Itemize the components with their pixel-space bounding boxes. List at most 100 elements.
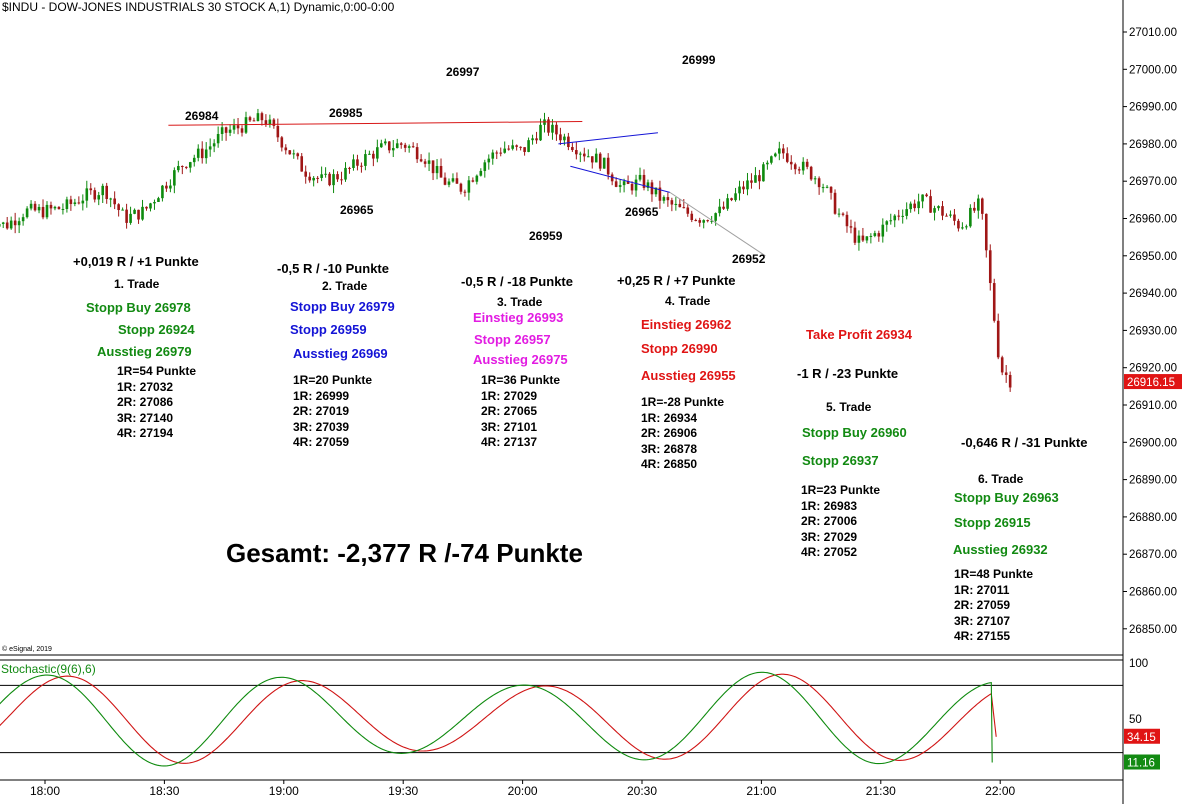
candle-body	[535, 138, 538, 141]
candle-body	[455, 178, 459, 184]
trade-6-stop-buy: Stopp Buy 26963	[954, 490, 1059, 505]
candle-body	[248, 117, 252, 121]
candle-body	[69, 199, 73, 205]
candle-body	[527, 140, 530, 152]
candle-body	[459, 183, 463, 192]
candle-body	[917, 201, 920, 209]
low-label-26959: 26959	[529, 229, 563, 243]
candle-body	[575, 150, 578, 155]
candle-body	[208, 146, 212, 150]
candle-body	[395, 143, 399, 149]
time-tick-label: 22:00	[985, 784, 1015, 798]
candle-body	[559, 134, 562, 141]
candle-body	[853, 227, 857, 243]
trade-6-result: -0,646 R / -31 Punkte	[961, 435, 1088, 450]
time-tick-label: 18:30	[149, 784, 179, 798]
triangle-upper-line	[558, 132, 658, 145]
candle-body	[551, 124, 554, 133]
candle-body	[511, 145, 514, 149]
candle-body	[770, 156, 773, 163]
candle-body	[21, 217, 25, 222]
stoch-k-value: 34.15	[1127, 732, 1156, 744]
trade-3-result: -0,5 R / -18 Punkte	[461, 274, 573, 289]
candle-body	[181, 166, 184, 168]
candle-body	[415, 147, 419, 160]
trade-1-r-list: 1R=54 Punkte 1R: 27032 2R: 27086 3R: 271…	[117, 364, 196, 442]
candle-body	[491, 152, 495, 159]
candle-body	[988, 250, 992, 284]
candle-body	[833, 192, 837, 214]
candle-body	[216, 134, 220, 144]
candle-body	[981, 198, 984, 214]
price-tick-label: 26860.00	[1129, 587, 1177, 599]
candle-body	[57, 206, 61, 210]
time-tick-label: 19:30	[388, 784, 418, 798]
candle-body	[268, 119, 272, 125]
candle-body	[531, 138, 534, 141]
candle-body	[567, 136, 570, 148]
time-tick-label: 19:00	[269, 784, 299, 798]
candle-body	[292, 153, 296, 155]
price-tick-label: 27000.00	[1129, 64, 1177, 76]
trade-4-result: +0,25 R / +7 Punkte	[617, 273, 736, 288]
candle-body	[25, 208, 29, 218]
candle-body	[507, 148, 510, 150]
candle-body	[336, 174, 339, 180]
candle-body	[905, 209, 908, 216]
candle-body	[634, 179, 638, 191]
stoch-d-value: 11.16	[1127, 758, 1155, 770]
r-value: 3R: 26878	[641, 441, 698, 456]
stoch-d-badge	[1124, 754, 1160, 770]
candle-body	[762, 164, 765, 182]
stoch-tick-label: 100	[1129, 658, 1148, 670]
candle-body	[196, 148, 200, 158]
candle-body	[626, 181, 630, 184]
candle-body	[328, 173, 331, 186]
candle-body	[264, 120, 268, 125]
candle-body	[304, 171, 307, 177]
trade-3-exit: Ausstieg 26975	[473, 352, 568, 367]
candle-body	[125, 209, 128, 223]
trade-5-stop: Stopp 26937	[802, 453, 879, 468]
candlestick-series	[0, 108, 1012, 392]
trade-2-r-list: 1R=20 Punkte 1R: 26999 2R: 27019 3R: 270…	[293, 373, 372, 451]
candle-body	[407, 146, 411, 148]
candle-body	[547, 119, 550, 133]
candle-body	[953, 214, 956, 221]
candle-body	[463, 191, 467, 193]
candle-body	[555, 124, 558, 135]
last-price-value: 26916.15	[1127, 377, 1175, 389]
candle-body	[192, 157, 196, 163]
candle-body	[435, 165, 439, 174]
time-tick-label: 21:00	[746, 784, 776, 798]
candle-body	[519, 146, 522, 148]
candle-body	[49, 204, 53, 209]
candle-body	[232, 125, 236, 130]
r-value: 1R=54 Punkte	[117, 364, 197, 378]
r-value: 2R: 27086	[117, 395, 174, 409]
candle-body	[384, 141, 387, 144]
candle-body	[133, 209, 136, 214]
candle-body	[682, 207, 686, 209]
candle-body	[431, 160, 435, 174]
low-label-26965-b: 26965	[625, 205, 659, 219]
candle-body	[188, 162, 192, 168]
r-value: 1R=36 Punkte	[481, 373, 561, 387]
candle-body	[380, 143, 383, 148]
candle-body	[129, 213, 132, 223]
candle-body	[630, 183, 634, 191]
candle-body	[610, 174, 614, 182]
candle-body	[487, 158, 491, 163]
candle-body	[618, 185, 622, 187]
price-tick-label: 26950.00	[1129, 251, 1177, 263]
candle-body	[702, 220, 705, 223]
last-price-badge	[1124, 374, 1182, 390]
candle-body	[77, 202, 81, 204]
candle-body	[33, 203, 37, 211]
trade-2-stop-buy: Stopp Buy 26979	[290, 299, 395, 314]
r-value: 3R: 27101	[481, 419, 538, 434]
candle-body	[785, 153, 789, 162]
trendlines	[168, 121, 766, 257]
trade-2-exit: Ausstieg 26969	[293, 346, 388, 361]
